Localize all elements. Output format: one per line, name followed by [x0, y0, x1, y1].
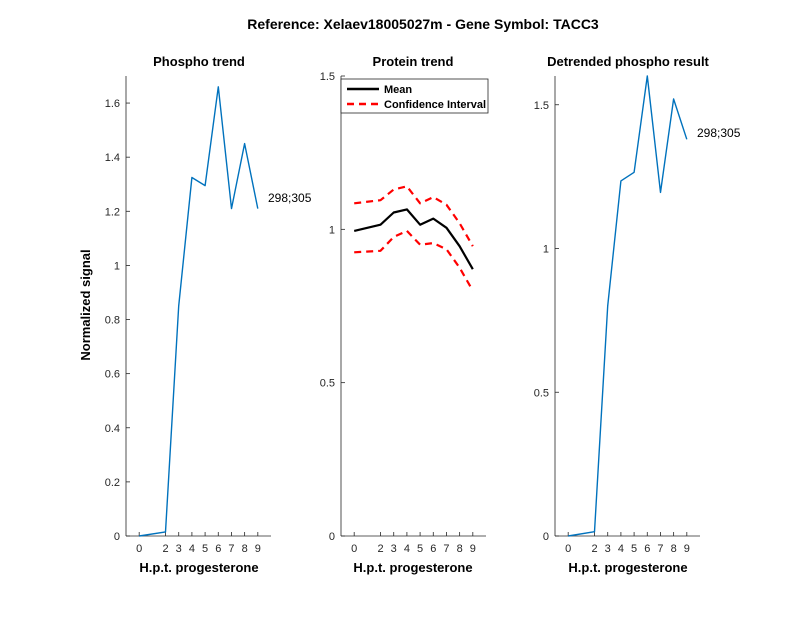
detrended-phospho-x-tick-label: 8	[671, 543, 677, 555]
detrended-phospho-x-tick-label: 6	[644, 543, 650, 555]
phospho-trend-x-tick-label: 5	[202, 543, 208, 555]
detrended-phospho-series-label: 298;305	[697, 126, 741, 140]
phospho-trend-y-tick-label: 1.4	[105, 152, 120, 164]
detrended-phospho-x-tick-label: 0	[565, 543, 571, 555]
phospho-trend-series-line	[139, 86, 259, 537]
detrended-phospho-title: Detrended phospho result	[547, 54, 709, 69]
phospho-trend-x-tick-label: 0	[136, 543, 142, 555]
phospho-trend-x-tick-label: 3	[176, 543, 182, 555]
phospho-trend-y-tick-label: 0.6	[105, 369, 120, 381]
phospho-trend-series-label: 298;305	[268, 191, 312, 205]
legend-box	[340, 78, 489, 114]
detrended-phospho-x-tick-label: 2	[591, 543, 597, 555]
phospho-trend-xlabel: H.p.t. progesterone	[139, 560, 258, 575]
detrended-phospho-y-tick-label: 1.5	[534, 100, 549, 112]
protein-trend-xlabel: H.p.t. progesterone	[353, 560, 472, 575]
legend-ci-label: Confidence Interval	[384, 99, 486, 111]
phospho-trend-x-tick-label: 6	[215, 543, 221, 555]
protein-trend-series	[353, 185, 474, 292]
detrended-phospho-x-tick-label: 9	[684, 543, 690, 555]
phospho-trend-ylabel: Normalized signal	[78, 249, 93, 360]
detrended-phospho-y-tick-label: 0	[543, 531, 549, 543]
detrended-phospho-x-tick-label: 5	[631, 543, 637, 555]
detrended-phospho-series	[568, 75, 688, 537]
phospho-trend-series	[139, 86, 259, 537]
figure-title: Reference: Xelaev18005027m - Gene Symbol…	[247, 16, 599, 32]
protein-trend-ci-lower-line	[354, 229, 474, 292]
protein-trend-y-tick-label: 1.5	[320, 71, 335, 83]
phospho-trend-y-tick-label: 0	[114, 531, 120, 543]
detrended-phospho-plot: Detrended phospho result H.p.t. progeste…	[534, 54, 741, 575]
protein-trend-x-tick-label: 0	[351, 543, 357, 555]
phospho-trend-title: Phospho trend	[153, 54, 245, 69]
phospho-trend-plot: Phospho trend H.p.t. progesterone Normal…	[78, 54, 312, 575]
protein-trend-axes: 0 2 3 4 5 6 7 8 9 0 0.5 1 1.5	[320, 71, 486, 555]
phospho-trend-y-tick-label: 0.8	[105, 315, 120, 327]
detrended-phospho-axes: 0 2 3 4 5 6 7 8 9 0 0.5 1 1.5	[534, 76, 700, 555]
protein-trend-x-tick-label: 9	[470, 543, 476, 555]
protein-trend-x-tick-label: 4	[404, 543, 410, 555]
protein-trend-x-tick-label: 8	[457, 543, 463, 555]
phospho-trend-x-tick-label: 4	[189, 543, 195, 555]
phospho-trend-y-tick-label: 0.4	[105, 423, 120, 435]
detrended-phospho-x-tick-label: 4	[618, 543, 624, 555]
detrended-phospho-y-tick-label: 0.5	[534, 387, 549, 399]
protein-trend-title: Protein trend	[373, 54, 454, 69]
protein-trend-legend: Mean Confidence Interval	[340, 78, 489, 114]
phospho-trend-y-tick-label: 1.6	[105, 98, 120, 110]
phospho-trend-x-tick-label: 7	[228, 543, 234, 555]
protein-trend-x-tick-label: 7	[443, 543, 449, 555]
phospho-trend-y-tick-label: 0.2	[105, 477, 120, 489]
protein-trend-y-tick-label: 1	[329, 224, 335, 236]
protein-trend-mean-line	[353, 208, 474, 270]
phospho-trend-x-tick-label: 8	[242, 543, 248, 555]
detrended-phospho-y-tick-label: 1	[543, 244, 549, 256]
protein-trend-ci-upper-line	[354, 185, 474, 247]
protein-trend-x-tick-label: 6	[430, 543, 436, 555]
phospho-trend-x-tick-label: 9	[255, 543, 261, 555]
detrended-phospho-x-tick-label: 7	[657, 543, 663, 555]
phospho-trend-axes: 0 2 3 4 5 6 7 8 9 0 0.2 0.4 0.6 0.8 1 1.2 1.4 1.6	[105, 76, 271, 555]
protein-trend-x-tick-label: 5	[417, 543, 423, 555]
protein-trend-y-tick-label: 0.5	[320, 378, 335, 390]
protein-trend-x-tick-label: 3	[391, 543, 397, 555]
protein-trend-x-tick-label: 2	[377, 543, 383, 555]
detrended-phospho-xlabel: H.p.t. progesterone	[568, 560, 687, 575]
phospho-trend-x-tick-label: 2	[162, 543, 168, 555]
detrended-phospho-x-tick-label: 3	[605, 543, 611, 555]
legend-mean-label: Mean	[384, 84, 412, 96]
protein-trend-y-tick-label: 0	[329, 531, 335, 543]
detrended-phospho-series-line	[568, 75, 688, 537]
phospho-trend-y-tick-label: 1.2	[105, 206, 120, 218]
phospho-trend-y-tick-label: 1	[114, 260, 120, 272]
